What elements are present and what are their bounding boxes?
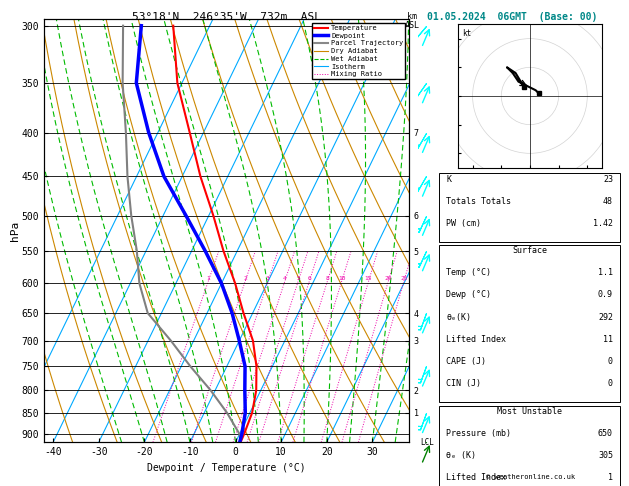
Text: θₑ (K): θₑ (K) bbox=[447, 451, 476, 460]
Text: 1: 1 bbox=[608, 473, 613, 482]
Text: 305: 305 bbox=[598, 451, 613, 460]
Text: Lifted Index: Lifted Index bbox=[447, 473, 506, 482]
Text: Totals Totals: Totals Totals bbox=[447, 197, 511, 207]
Y-axis label: hPa: hPa bbox=[10, 221, 20, 241]
Text: 23: 23 bbox=[603, 175, 613, 184]
Text: km
ASL: km ASL bbox=[404, 12, 420, 30]
Bar bbox=[439, 173, 620, 242]
Text: 01.05.2024  06GMT  (Base: 00): 01.05.2024 06GMT (Base: 00) bbox=[428, 12, 598, 22]
Bar bbox=[439, 245, 620, 402]
Text: 0: 0 bbox=[608, 357, 613, 366]
Text: 0: 0 bbox=[608, 379, 613, 388]
Text: 1.1: 1.1 bbox=[598, 268, 613, 278]
Text: 6: 6 bbox=[308, 277, 311, 281]
Text: Most Unstable: Most Unstable bbox=[497, 407, 562, 416]
Text: K: K bbox=[447, 175, 451, 184]
Text: Surface: Surface bbox=[512, 246, 547, 255]
Legend: Temperature, Dewpoint, Parcel Trajectory, Dry Adiabat, Wet Adiabat, Isotherm, Mi: Temperature, Dewpoint, Parcel Trajectory… bbox=[312, 23, 405, 80]
Text: 292: 292 bbox=[598, 312, 613, 322]
Text: 0.9: 0.9 bbox=[598, 291, 613, 299]
Text: Lifted Index: Lifted Index bbox=[447, 335, 506, 344]
Bar bbox=[439, 406, 620, 486]
Text: CAPE (J): CAPE (J) bbox=[447, 357, 486, 366]
Text: 8: 8 bbox=[325, 277, 329, 281]
Text: kt: kt bbox=[462, 29, 472, 37]
Text: 10: 10 bbox=[338, 277, 345, 281]
Text: 48: 48 bbox=[603, 197, 613, 207]
Text: Dewp (°C): Dewp (°C) bbox=[447, 291, 491, 299]
Text: 2: 2 bbox=[243, 277, 247, 281]
Text: 53°18'N  246°35'W  732m  ASL: 53°18'N 246°35'W 732m ASL bbox=[132, 12, 321, 22]
Text: 650: 650 bbox=[598, 429, 613, 438]
Text: θₑ(K): θₑ(K) bbox=[447, 312, 471, 322]
Text: 4: 4 bbox=[283, 277, 287, 281]
Text: 15: 15 bbox=[365, 277, 372, 281]
Text: 1: 1 bbox=[206, 277, 210, 281]
Text: Temp (°C): Temp (°C) bbox=[447, 268, 491, 278]
X-axis label: Dewpoint / Temperature (°C): Dewpoint / Temperature (°C) bbox=[147, 463, 306, 473]
Text: PW (cm): PW (cm) bbox=[447, 220, 481, 228]
Text: LCL: LCL bbox=[420, 438, 433, 447]
Text: CIN (J): CIN (J) bbox=[447, 379, 481, 388]
Text: 1.42: 1.42 bbox=[593, 220, 613, 228]
Text: 3: 3 bbox=[266, 277, 270, 281]
Text: Pressure (mb): Pressure (mb) bbox=[447, 429, 511, 438]
Text: 11: 11 bbox=[603, 335, 613, 344]
Text: 5: 5 bbox=[296, 277, 300, 281]
Text: © weatheronline.co.uk: © weatheronline.co.uk bbox=[486, 474, 576, 480]
Text: 20: 20 bbox=[384, 277, 392, 281]
Text: 25: 25 bbox=[400, 277, 408, 281]
